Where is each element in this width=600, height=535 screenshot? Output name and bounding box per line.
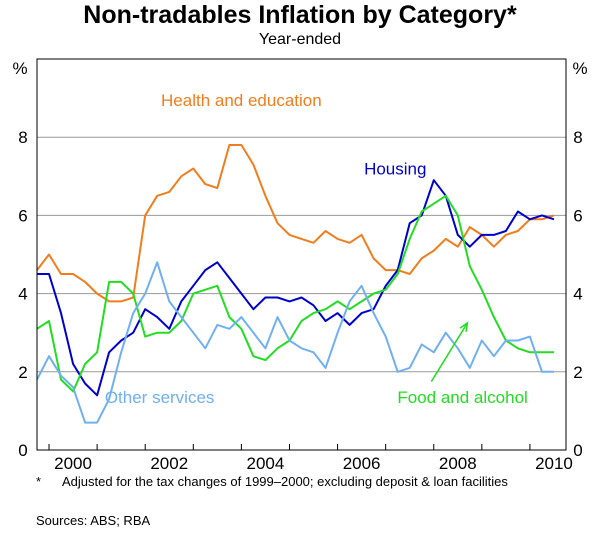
series-label: Housing	[364, 159, 426, 178]
chart-title: Non-tradables Inflation by Category*	[83, 1, 517, 29]
line-chart: 0 0 2 2 4 4 6 6 8 8% % 2000 2002 2004 2006 2008 2010 Hea…	[12, 58, 588, 470]
footnote-mark: *	[36, 474, 42, 489]
x-tick-label: 2008	[439, 454, 477, 470]
series-line-food-and-alcohol	[36, 194, 554, 393]
gridlines	[37, 136, 566, 373]
y-tick-label-left: 0	[18, 441, 27, 460]
series-line-other-services	[36, 261, 554, 424]
plot-frame	[36, 58, 567, 451]
x-tick-label: 2004	[247, 454, 285, 470]
series-label: Health and education	[161, 91, 322, 110]
y-tick-label-right: 8	[573, 128, 582, 147]
y-tick-label-right: 4	[573, 285, 582, 304]
x-tick-label: 2002	[150, 454, 188, 470]
y-tick-label-right: 6	[573, 206, 582, 225]
series-label: Other services	[105, 388, 215, 407]
sources-text: Sources: ABS; RBA	[36, 513, 151, 528]
series-labels: Health and education Housing Food and alco…	[105, 91, 528, 407]
y-tick-label-left: 8	[18, 128, 27, 147]
y-tick-label-left: 6	[18, 206, 27, 225]
annotation-arrow-line	[430, 322, 469, 382]
y-unit-left: %	[12, 59, 27, 78]
annotation-arrow-head	[459, 321, 469, 332]
y-tick-label-left: 4	[18, 285, 27, 304]
y-unit-right: %	[572, 59, 587, 78]
x-tick-label: 2000	[54, 454, 92, 470]
series-label: Food and alcohol	[397, 388, 527, 407]
chart-subtitle: Year-ended	[258, 31, 342, 48]
footnote-text: Adjusted for the tax changes of 1999–200…	[62, 474, 508, 489]
series-line-health-and-education	[36, 144, 555, 303]
y-tick-label-right: 0	[573, 441, 582, 460]
series-lines	[36, 144, 555, 424]
axis-ticks: 0 0 2 2 4 4 6 6 8 8% % 2000 2002 2004 2006 2008 2010	[12, 59, 587, 470]
x-tick-label: 2010	[535, 454, 573, 470]
y-tick-label-left: 2	[18, 363, 27, 382]
series-line-housing	[37, 179, 555, 397]
y-tick-label-right: 2	[573, 363, 582, 382]
x-tick-label: 2006	[343, 454, 381, 470]
